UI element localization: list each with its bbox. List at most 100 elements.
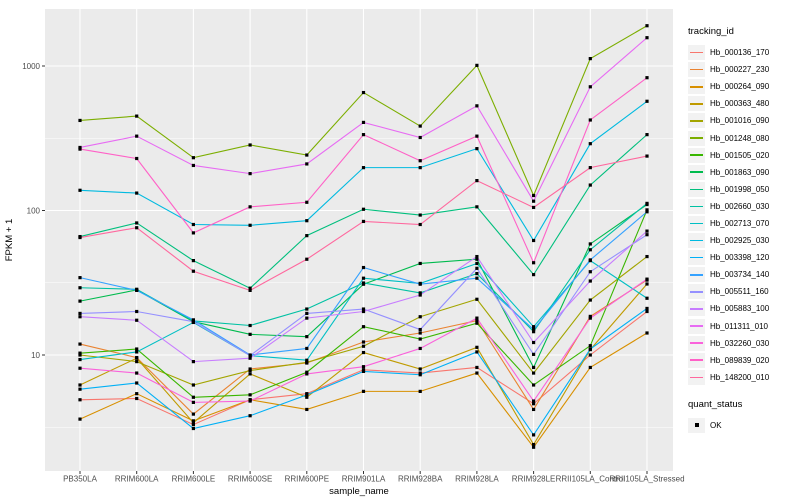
data-point	[78, 145, 82, 150]
data-point	[78, 387, 82, 391]
x-tick-label: RRIM901LA	[342, 475, 386, 484]
legend-item-label: OK	[710, 420, 722, 430]
data-point	[588, 166, 592, 170]
legend-key	[688, 352, 705, 368]
data-point	[588, 85, 592, 89]
legend-item-label: Hb_148200_010	[710, 372, 770, 382]
legend-key	[688, 113, 705, 129]
data-point	[418, 222, 422, 227]
data-point	[191, 426, 195, 431]
legend-item-Hb_002660_030: Hb_002660_030	[688, 198, 800, 215]
data-point	[645, 309, 649, 314]
data-point	[418, 159, 422, 163]
data-point	[475, 276, 479, 280]
data-point	[532, 273, 536, 277]
legend-key-line-icon	[690, 188, 703, 191]
data-point	[248, 332, 252, 336]
data-point	[361, 90, 366, 95]
data-point	[361, 350, 366, 355]
data-point	[305, 162, 309, 166]
y-tick-label: 10	[31, 351, 40, 360]
data-point	[361, 265, 366, 270]
data-point	[418, 261, 422, 266]
data-point	[588, 347, 592, 351]
x-axis-title: sample_name	[329, 486, 389, 497]
data-point	[532, 327, 536, 332]
legend-title-quant-status: quant_status	[688, 398, 743, 410]
data-point	[588, 118, 592, 122]
legend-key-line-icon	[690, 120, 703, 122]
data-point	[305, 407, 309, 412]
data-point	[532, 261, 536, 265]
data-point	[248, 393, 252, 397]
plot-panel-bg	[45, 9, 673, 471]
legend-key	[688, 233, 705, 249]
data-point	[475, 179, 479, 183]
legend-key-line-icon	[690, 137, 703, 139]
data-point	[645, 331, 649, 335]
legend-item-label: Hb_005511_160	[710, 287, 769, 297]
data-point	[418, 282, 422, 286]
data-point	[248, 368, 252, 373]
legend-key	[688, 335, 705, 351]
x-tick-label: RRIM928BA	[398, 475, 443, 484]
legend-item-Hb_032260_030: Hb_032260_030	[688, 335, 800, 352]
legend-key-line-icon	[690, 154, 703, 156]
data-point	[532, 433, 536, 437]
legend-item-Hb_148200_010: Hb_148200_010	[688, 369, 800, 386]
legend-item-Hb_000136_170: Hb_000136_170	[688, 44, 800, 61]
data-point	[191, 269, 195, 273]
legend-item-Hb_001016_090: Hb_001016_090	[688, 112, 800, 129]
data-point	[588, 142, 592, 146]
data-point	[361, 340, 366, 344]
legend-key-line-icon	[690, 325, 703, 327]
legend-item-quant-ok: OK	[688, 417, 800, 434]
data-point	[305, 358, 309, 362]
data-point	[361, 389, 366, 393]
x-tick-label: RRIM928LA	[455, 475, 499, 484]
data-point	[191, 156, 195, 160]
data-point	[475, 365, 479, 370]
data-point	[645, 99, 649, 103]
legend-item-Hb_002713_070: Hb_002713_070	[688, 215, 800, 232]
legend-key-line-icon	[690, 205, 703, 208]
data-point	[78, 417, 82, 421]
data-point	[191, 419, 195, 423]
data-point	[135, 392, 139, 396]
data-point	[191, 421, 195, 425]
data-point	[532, 383, 536, 387]
data-point	[418, 293, 422, 297]
x-tick-label: PB350LA	[63, 475, 97, 484]
data-point	[361, 166, 366, 170]
data-point	[418, 337, 422, 341]
data-point	[645, 277, 649, 281]
data-point	[532, 330, 536, 334]
data-point	[135, 396, 139, 401]
legend-key	[688, 45, 705, 61]
legend-item-Hb_003398_120: Hb_003398_120	[688, 249, 800, 266]
data-point	[78, 299, 82, 303]
data-point	[248, 323, 252, 328]
data-point	[475, 254, 479, 259]
data-point	[78, 315, 82, 319]
quant-status-key	[688, 417, 705, 433]
data-point	[135, 371, 139, 375]
data-point	[361, 281, 366, 285]
legend-key	[688, 164, 705, 180]
data-point	[191, 360, 195, 364]
legend-key-line-icon	[690, 273, 703, 276]
data-point	[588, 365, 592, 370]
legend-item-label: Hb_032260_030	[710, 338, 770, 348]
data-point	[191, 231, 195, 235]
legend-key	[688, 198, 705, 214]
data-point	[361, 365, 366, 369]
data-point	[588, 279, 592, 283]
data-point	[305, 335, 309, 339]
data-point	[135, 347, 139, 351]
legend-item-label: Hb_001016_090	[710, 116, 770, 126]
legend-key-line-icon	[690, 342, 703, 344]
legend-key	[688, 318, 705, 334]
legend-key-line-icon	[690, 359, 703, 362]
data-point	[305, 153, 309, 157]
data-point	[361, 133, 366, 137]
